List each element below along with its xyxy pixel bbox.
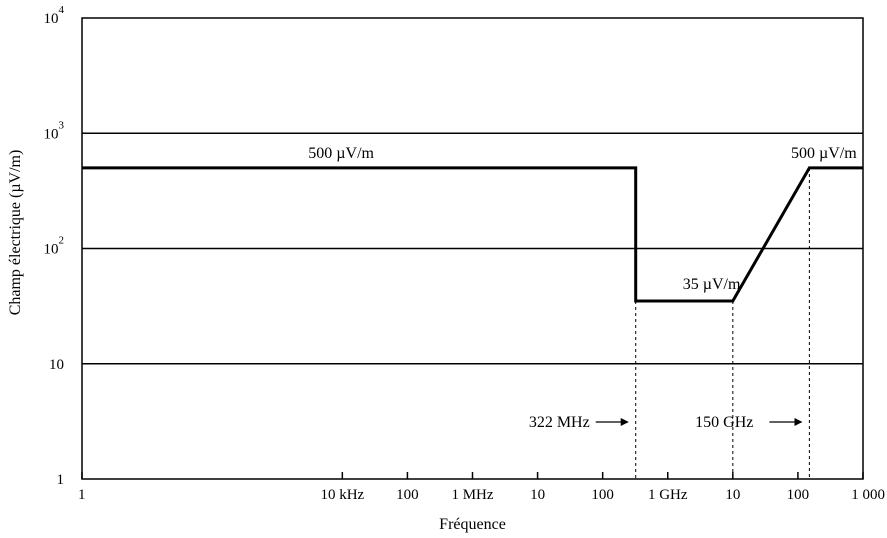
x-tick-label-4: 10 xyxy=(530,487,545,503)
x-tick-label-8: 100 xyxy=(787,487,810,503)
x-tick-label-6: 1 GHz xyxy=(648,487,688,503)
annotation-level-mid: 35 µV/m xyxy=(683,276,741,293)
annotation-150-ghz: 150 GHz xyxy=(695,414,753,431)
x-tick-label-7: 10 xyxy=(725,487,740,503)
y-axis-ticks: 1 10 102 103 104 xyxy=(44,4,65,488)
annotation-level-left: 500 µV/m xyxy=(308,145,374,162)
x-tick-label-9: 1 000 xyxy=(851,487,885,503)
y-tick-label-0: 1 xyxy=(57,472,65,488)
x-axis-ticks: 1 10 kHz 100 1 MHz 10 100 1 GHz 10 100 1 000 xyxy=(78,472,885,503)
x-tick-label-0: 1 xyxy=(78,487,86,503)
annotations: 500 µV/m 35 µV/m 500 µV/m 322 MHz 150 GH… xyxy=(308,145,857,431)
y-tick-label-2: 102 xyxy=(44,235,65,258)
series-line-limit xyxy=(82,166,863,303)
annotation-322-mhz: 322 MHz xyxy=(529,414,590,431)
y-tick-label-3: 103 xyxy=(44,119,65,142)
series-layer xyxy=(82,166,863,303)
y-tick-label-1: 10 xyxy=(49,357,64,373)
x-tick-label-3: 1 MHz xyxy=(451,487,493,503)
y-tick-label-4: 104 xyxy=(44,4,65,27)
annotation-level-right: 500 µV/m xyxy=(791,145,857,162)
frequency-markers xyxy=(595,167,810,479)
y-axis-title: Champ électrique (µV/m) xyxy=(7,150,24,316)
x-axis-title: Fréquence xyxy=(439,516,506,533)
x-tick-label-1: 10 kHz xyxy=(320,487,364,503)
x-tick-label-5: 100 xyxy=(591,487,614,503)
x-tick-label-2: 100 xyxy=(396,487,419,503)
